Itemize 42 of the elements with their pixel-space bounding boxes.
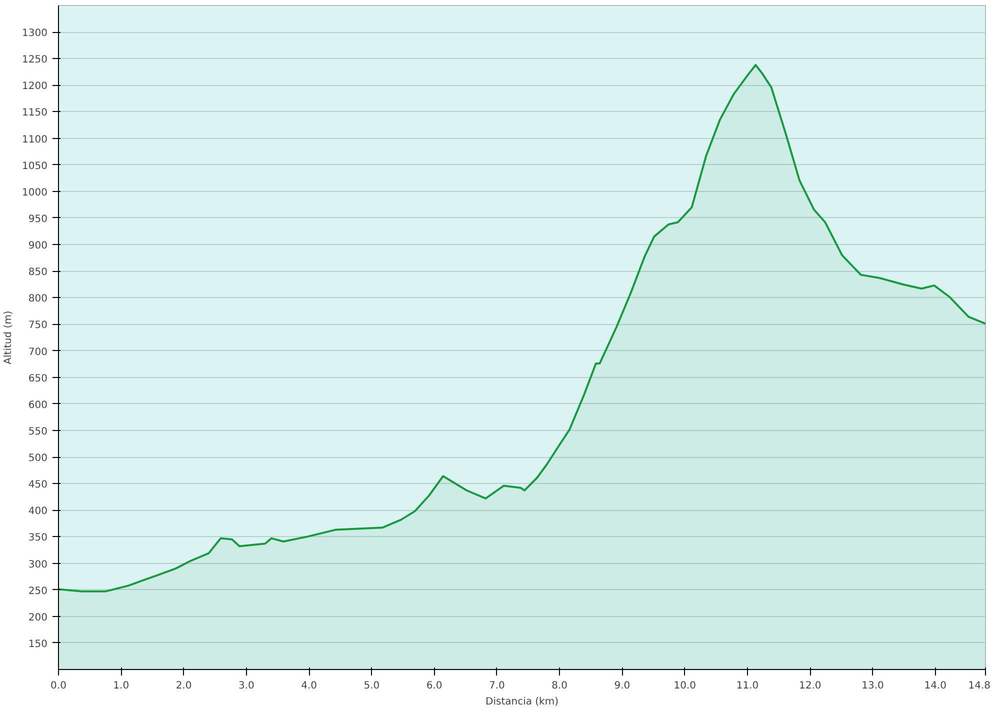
x-tick-label: 5.0 [364,680,380,692]
y-tick-label: 400 [28,506,48,518]
x-tick-label: 14.0 [924,680,947,692]
y-tick-label: 700 [28,346,48,358]
y-tick-label: 150 [28,638,48,650]
x-tick-label: 1.0 [113,680,130,692]
x-axis-title: Distancia (km) [486,696,559,708]
y-tick-label: 450 [28,480,48,491]
y-tick-label: 600 [28,400,48,411]
x-tick-label: 9.0 [614,680,630,692]
y-tick-label: 950 [28,214,48,225]
y-tick-label: 1300 [22,28,48,40]
x-tick-label: 6.0 [426,680,442,692]
y-tick-label: 1150 [22,108,48,119]
y-tick-label: 1250 [22,54,48,66]
y-tick-label: 1100 [22,134,48,146]
y-tick-label: 750 [28,320,48,332]
y-tick-label: 650 [28,373,48,384]
x-tick-label: 7.0 [488,680,505,692]
y-tick-label: 250 [28,586,48,597]
y-tick-label: 550 [28,426,48,438]
x-tick-label: 4.0 [301,680,317,692]
y-tick-label: 300 [28,559,48,570]
y-axis-title: Altitud (m) [3,310,14,364]
x-tick-label: 11.0 [736,680,759,692]
x-tick-label: 14.8 [968,680,990,692]
x-tick-label: 12.0 [798,680,822,692]
y-tick-label: 800 [28,294,48,305]
x-tick-label: 2.0 [176,680,192,692]
x-tick-label: 8.0 [552,680,568,692]
y-tick-label: 850 [28,267,48,278]
y-tick-label: 1050 [22,160,48,172]
x-tick-label: 13.0 [862,680,884,692]
y-tick-label: 1000 [22,187,48,198]
x-tick-label: 0.0 [50,680,66,692]
y-tick-label: 1200 [22,81,48,92]
y-tick-label: 200 [28,612,48,624]
y-tick-label: 900 [28,240,48,252]
x-tick-label: 10.0 [674,680,696,692]
x-tick-label: 3.0 [238,680,254,692]
y-tick-label: 350 [28,532,48,544]
y-tick-label: 500 [28,453,48,464]
